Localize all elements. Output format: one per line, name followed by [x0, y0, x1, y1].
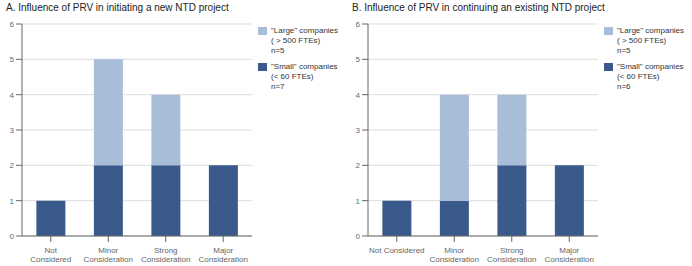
- svg-text:6: 6: [10, 20, 15, 29]
- svg-text:MajorConsideration: MajorConsideration: [199, 246, 248, 264]
- html-text:A. Influence of PRV in initiat: A. Influence of PRV in initiating a new …: [6, 2, 229, 13]
- html-text:"Large" companies ( > 500 FTEs: "Large" companies ( > 500 FTEs) n=5: [271, 26, 339, 55]
- svg-text:1: 1: [356, 197, 361, 206]
- svg-text:MajorConsideration: MajorConsideration: [545, 246, 594, 264]
- html-text:B. Influence of PRV in continu: B. Influence of PRV in continuing an exi…: [352, 2, 605, 13]
- svg-text:1: 1: [10, 197, 15, 206]
- svg-text:2: 2: [356, 161, 361, 170]
- svg-text:Not Considered: Not Considered: [369, 246, 425, 255]
- svg-text:NotConsidered: NotConsidered: [30, 246, 71, 264]
- svg-text:StrongConsideration: StrongConsideration: [487, 246, 536, 264]
- svg-text:3: 3: [10, 126, 15, 135]
- svg-text:5: 5: [10, 55, 15, 64]
- svg-text:4: 4: [10, 91, 15, 100]
- svg-text:3: 3: [356, 126, 361, 135]
- html-text:"Large" companies ( > 500 FTEs: "Large" companies ( > 500 FTEs) n=5: [617, 26, 685, 55]
- svg-text:MinorConsideration: MinorConsideration: [430, 246, 479, 264]
- html-text:"Small" companies (< 60 FTEs): "Small" companies (< 60 FTEs) n=6: [617, 62, 684, 91]
- svg-text:4: 4: [356, 91, 361, 100]
- svg-text:0: 0: [10, 232, 15, 241]
- html-text:"Small" companies (< 60 FTEs): "Small" companies (< 60 FTEs) n=7: [271, 62, 338, 91]
- svg-text:MinorConsideration: MinorConsideration: [84, 246, 133, 264]
- svg-text:5: 5: [356, 55, 361, 64]
- svg-text:6: 6: [356, 20, 361, 29]
- svg-text:StrongConsideration: StrongConsideration: [141, 246, 190, 264]
- svg-text:0: 0: [356, 232, 361, 241]
- svg-text:2: 2: [10, 161, 15, 170]
